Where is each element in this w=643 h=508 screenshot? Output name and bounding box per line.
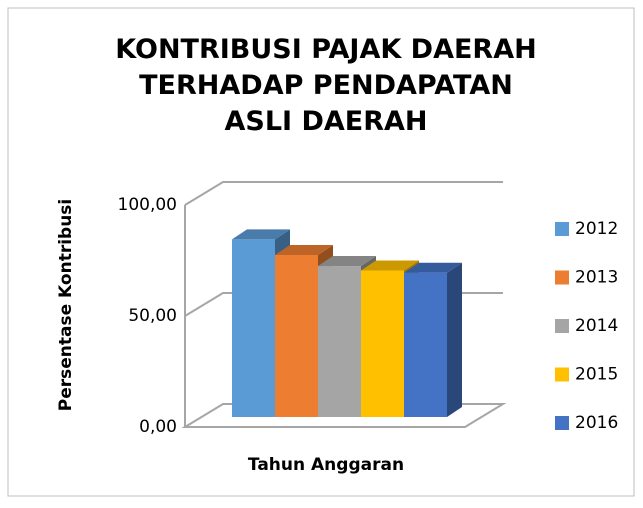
legend-swatch bbox=[555, 222, 569, 236]
bar-top bbox=[361, 260, 419, 271]
y-tick-label: 0,00 bbox=[139, 417, 177, 437]
floor bbox=[181, 403, 507, 428]
bar-front bbox=[404, 272, 447, 417]
bar-top bbox=[404, 262, 462, 273]
legend-label: 2014 bbox=[575, 316, 618, 336]
legend-label: 2015 bbox=[575, 365, 618, 385]
legend-swatch bbox=[555, 319, 569, 333]
y-tick-label: 50,00 bbox=[128, 306, 177, 326]
legend-swatch bbox=[555, 367, 569, 382]
legend-label: 2012 bbox=[575, 219, 618, 239]
y-axis-label: Persentase Kontribusi bbox=[56, 199, 76, 412]
legend-swatch bbox=[555, 270, 569, 285]
bar-front bbox=[361, 270, 404, 417]
x-axis-label: Tahun Anggaran bbox=[248, 455, 404, 475]
legend-label: 2013 bbox=[575, 268, 618, 288]
chart-title: KONTRIBUSI PAJAK DAERAH TERHADAP PENDAPAT… bbox=[115, 34, 536, 137]
legend-swatch bbox=[555, 416, 569, 430]
bar-top bbox=[275, 244, 333, 255]
bar-front bbox=[318, 266, 361, 417]
grid-line bbox=[184, 181, 503, 206]
bar-front bbox=[232, 239, 275, 417]
bar-top bbox=[318, 256, 376, 267]
y-tick-label: 100,00 bbox=[118, 195, 177, 215]
bar-front bbox=[275, 254, 318, 417]
legend-label: 2016 bbox=[575, 413, 618, 433]
bar bbox=[404, 262, 462, 417]
bar-top bbox=[232, 229, 290, 240]
bar-side bbox=[447, 262, 462, 417]
